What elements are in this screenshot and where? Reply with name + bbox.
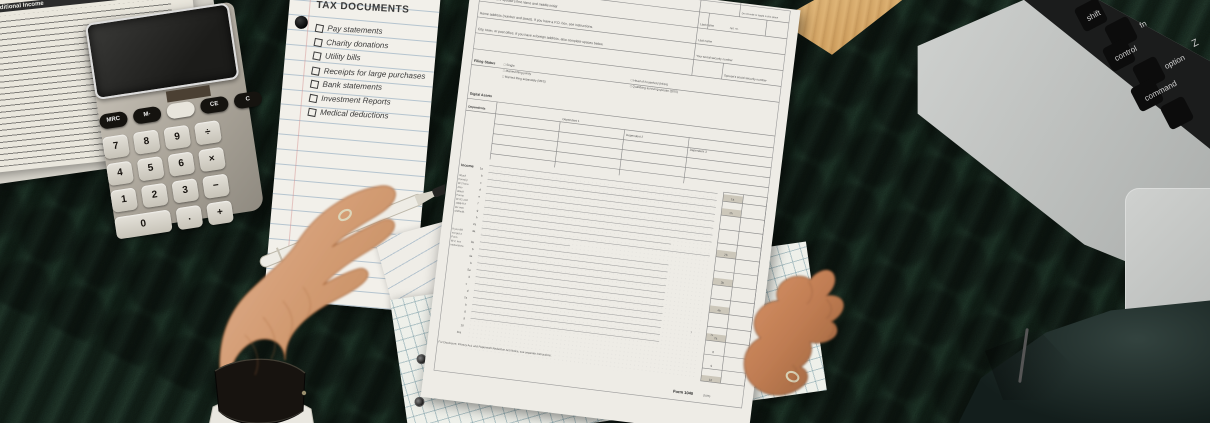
svg-text:b: b [470, 261, 472, 265]
svg-text:Last name: Last name [700, 22, 715, 28]
svg-text:Your social security number: Your social security number [696, 54, 733, 62]
svg-text:h: h [476, 215, 478, 219]
svg-text:Income: Income [461, 163, 474, 169]
svg-text:4a: 4a [469, 254, 473, 258]
svg-text:2a: 2a [473, 222, 477, 226]
svg-text:9: 9 [463, 316, 465, 320]
svg-text:f: f [477, 201, 478, 205]
svg-text:1a: 1a [480, 166, 484, 170]
svg-text:d: d [479, 187, 481, 191]
svg-text:Form 1040: Form 1040 [673, 389, 694, 396]
svg-text:□ Qualifying surviving spouse: □ Qualifying surviving spouse (QSS) [630, 84, 678, 94]
svg-text:9: 9 [710, 364, 712, 368]
svg-text:Home address (number and stree: Home address (number and street). If you… [480, 11, 594, 29]
svg-text:c: c [466, 281, 468, 285]
svg-text:Last name: Last name [698, 38, 713, 44]
svg-text:Digital Assets: Digital Assets [470, 92, 493, 99]
svg-text:7a: 7a [464, 295, 468, 299]
svg-text:Do not write or staple in this: Do not write or staple in this space [742, 12, 779, 20]
svg-text:11a: 11a [457, 330, 462, 335]
svg-text:3a: 3a [472, 229, 476, 233]
svg-text:b: b [472, 247, 474, 251]
svg-text:Spouse's social security numbe: Spouse's social security number [724, 73, 767, 82]
svg-text:8: 8 [464, 310, 466, 314]
svg-text:b: b [481, 174, 483, 178]
svg-text:(2025): (2025) [703, 393, 711, 398]
svg-text:□ Married filing separately (M: □ Married filing separately (MFS) [502, 74, 546, 83]
svg-text:Dependents: Dependents [468, 104, 486, 110]
svg-text:b: b [465, 303, 467, 307]
svg-text:Dependent 3: Dependent 3 [689, 148, 707, 154]
svg-text:□ Single: □ Single [503, 62, 515, 67]
svg-text:withheld.: withheld. [454, 209, 465, 214]
svg-text:b: b [468, 275, 470, 279]
svg-text:instructions.: instructions. [450, 242, 465, 248]
svg-text:3a: 3a [471, 240, 475, 244]
svg-text:Filing Status: Filing Status [474, 59, 496, 66]
svg-text:e: e [478, 194, 480, 198]
svg-text:Form: Form [451, 234, 458, 239]
svg-text:10: 10 [460, 323, 464, 327]
svg-text:d: d [467, 289, 469, 293]
svg-text:If joint return, spouse's firs: If joint return, spouse's first name and… [481, 0, 557, 9]
svg-text:Also: Also [457, 185, 463, 190]
svg-text:c: c [480, 180, 482, 184]
svg-text:Apt. no.: Apt. no. [730, 26, 740, 31]
svg-text:Dependent 2: Dependent 2 [626, 133, 644, 139]
svg-text:g: g [477, 208, 479, 212]
svg-text:5a: 5a [467, 268, 471, 272]
